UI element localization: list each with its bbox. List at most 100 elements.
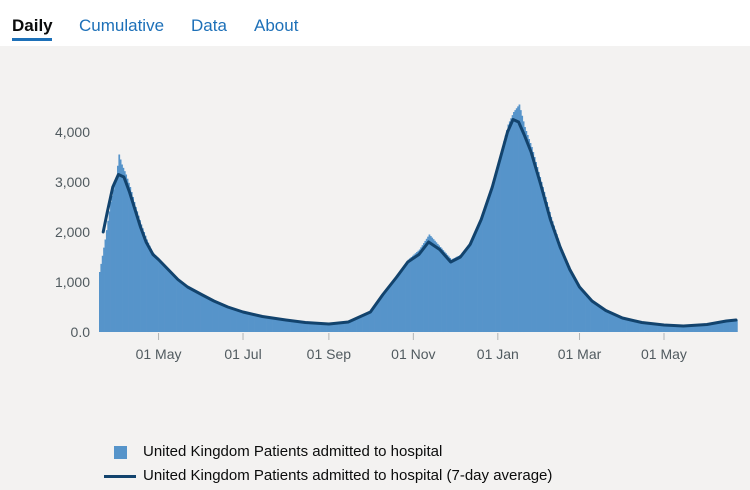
bar	[423, 243, 425, 332]
bar	[348, 322, 350, 332]
tab-bar: Daily Cumulative Data About	[0, 0, 750, 46]
tab-daily[interactable]: Daily	[12, 16, 53, 35]
bar	[542, 187, 544, 332]
bar	[640, 322, 643, 332]
bar	[663, 325, 666, 332]
bar	[133, 202, 136, 332]
bar	[630, 319, 633, 332]
bar	[197, 293, 200, 332]
bar	[712, 323, 715, 332]
bar	[357, 317, 360, 332]
tab-data[interactable]: Data	[191, 16, 227, 35]
bar	[283, 320, 285, 332]
bar	[658, 324, 661, 333]
bar	[567, 263, 569, 332]
bar	[249, 314, 252, 332]
bar	[200, 295, 202, 332]
x-tick-label: 01 Nov	[391, 346, 435, 362]
bar	[292, 321, 295, 332]
bar	[393, 278, 396, 332]
bar	[157, 258, 159, 332]
bar	[388, 285, 391, 332]
bar	[384, 291, 386, 332]
bar	[513, 112, 515, 332]
bar	[424, 240, 427, 332]
bar	[615, 315, 618, 332]
bar	[137, 215, 140, 332]
bar	[416, 252, 418, 332]
bar	[211, 300, 213, 332]
bar	[554, 229, 557, 332]
bar	[352, 319, 355, 332]
bar	[432, 239, 435, 332]
bar	[351, 320, 353, 333]
bar	[650, 323, 652, 332]
bar	[129, 187, 132, 332]
bar	[295, 321, 298, 332]
bar	[510, 118, 513, 332]
bar	[143, 232, 146, 332]
bar	[346, 322, 349, 332]
tab-about[interactable]: About	[254, 16, 299, 35]
bar	[501, 146, 504, 332]
bar	[483, 208, 486, 332]
bar	[189, 287, 191, 332]
bar	[421, 245, 424, 332]
bar	[619, 316, 622, 332]
bar	[651, 323, 654, 332]
bar	[429, 236, 432, 332]
bar	[407, 259, 410, 332]
bar	[226, 307, 229, 332]
hospital-admissions-chart: 0.0 1,000 2,000 3,000 4,000 01 May 01 Jul 01 S…	[55, 104, 738, 362]
bar	[734, 320, 737, 332]
bar	[326, 324, 328, 332]
bar	[535, 162, 537, 332]
bar	[736, 320, 738, 332]
bar	[132, 197, 134, 332]
bar	[518, 104, 521, 332]
bar	[629, 319, 632, 332]
bar	[263, 317, 266, 332]
bar	[367, 312, 370, 333]
bar	[675, 325, 677, 332]
bar	[256, 315, 259, 332]
bar	[159, 260, 162, 332]
bar	[435, 242, 438, 332]
bar	[244, 312, 247, 332]
bar	[477, 226, 479, 333]
bar	[553, 225, 555, 332]
bar	[590, 300, 593, 332]
bar	[195, 292, 198, 332]
bar	[288, 320, 291, 332]
bar	[575, 279, 578, 332]
bar	[704, 324, 706, 332]
bar	[672, 325, 675, 332]
bar	[449, 257, 452, 332]
bar	[524, 127, 526, 332]
bar	[312, 323, 314, 332]
bar	[557, 238, 560, 332]
bar	[261, 316, 263, 332]
bar	[380, 297, 382, 332]
bar	[558, 242, 561, 332]
bar	[165, 266, 168, 332]
bar	[478, 223, 481, 332]
bar	[319, 323, 321, 332]
bar	[366, 313, 368, 332]
bar	[597, 305, 600, 332]
bar	[308, 323, 310, 332]
bar	[517, 106, 519, 333]
bar	[128, 182, 130, 332]
bar	[135, 207, 137, 332]
bar	[205, 298, 208, 332]
tab-cumulative[interactable]: Cumulative	[79, 16, 165, 35]
bar	[643, 322, 645, 332]
bar	[115, 177, 118, 332]
x-tick-label: 01 Mar	[558, 346, 602, 362]
bar	[670, 325, 673, 332]
bar	[212, 301, 215, 332]
bar	[402, 267, 404, 332]
bar	[324, 324, 327, 332]
bar	[136, 211, 139, 333]
bar	[713, 323, 716, 332]
